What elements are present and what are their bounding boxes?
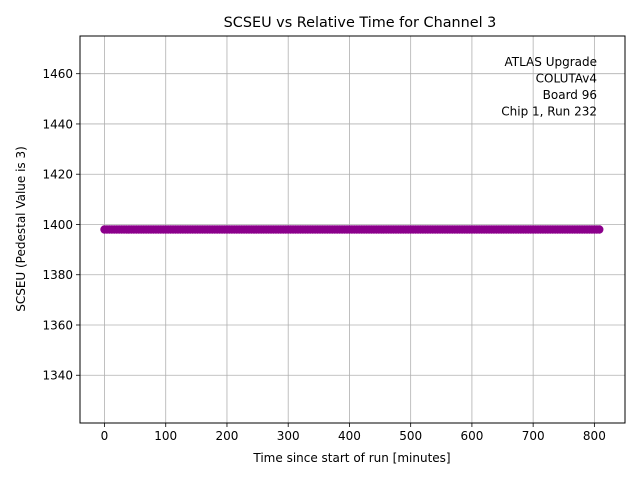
x-tick-label: 600: [460, 429, 483, 443]
annotation-line: ATLAS Upgrade: [504, 55, 597, 69]
y-tick-label: 1460: [42, 67, 73, 81]
chart-title: SCSEU vs Relative Time for Channel 3: [224, 15, 497, 31]
y-tick-label: 1340: [42, 369, 73, 383]
x-tick-label: 100: [154, 429, 177, 443]
x-tick-label: 200: [216, 429, 239, 443]
plot-frame: [79, 35, 626, 424]
y-tick-label: 1420: [42, 168, 73, 182]
y-axis-ticks: 1340 1360 1380 1400 1420 1440 1460: [42, 67, 80, 383]
x-axis-label: Time since start of run [minutes]: [252, 451, 450, 465]
x-tick-label: 400: [338, 429, 361, 443]
y-tick-label: 1380: [42, 268, 73, 282]
x-tick-label: 800: [583, 429, 606, 443]
annotation-line: Board 96: [543, 88, 597, 102]
x-tick-label: 500: [399, 429, 422, 443]
x-tick-label: 700: [522, 429, 545, 443]
annotation-line: COLUTAv4: [536, 72, 597, 86]
y-tick-label: 1360: [42, 318, 73, 332]
y-axis-label: SCSEU (Pedestal Value is 3): [14, 146, 28, 312]
annotation-box: ATLAS Upgrade COLUTAv4 Board 96 Chip 1, Run…: [501, 55, 597, 119]
y-tick-label: 1400: [42, 218, 73, 232]
x-tick-label: 0: [101, 429, 109, 443]
data-point: [595, 225, 604, 234]
annotation-line: Chip 1, Run 232: [501, 105, 597, 119]
x-axis-ticks: 0 100 200 300 400 500 600 700 800: [101, 423, 606, 443]
y-tick-label: 1440: [42, 117, 73, 131]
data-points: [100, 225, 604, 234]
x-tick-label: 300: [277, 429, 300, 443]
